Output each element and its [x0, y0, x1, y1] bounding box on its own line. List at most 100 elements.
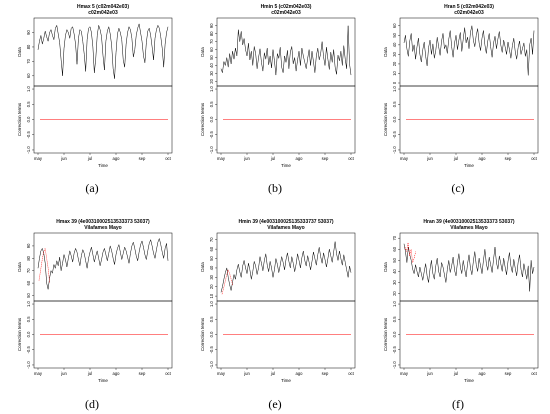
upper-ytick-label-c-1: 10	[392, 70, 397, 75]
chart-subtitle-e: Vilafames Mayo	[267, 225, 304, 231]
xtick-label-b-4: sep	[322, 156, 329, 161]
xtick-label-b-1: jun	[243, 156, 250, 161]
upper-ylabel-d: Data	[17, 262, 22, 272]
xtick-label-f-0: may	[400, 371, 409, 376]
xtick-label-b-2: jul	[270, 156, 275, 161]
data-series-line-c	[403, 25, 535, 76]
lower-ytick-label-a-0: -1.0	[26, 146, 31, 154]
chart-panel-a: Hmax 5 (c02m042e03)c02m042e03 60 70 80 90 Dat…	[17, 4, 173, 168]
xtick-label-e-5: oct	[348, 371, 354, 376]
xtick-label-e-4: sep	[322, 371, 329, 376]
xtick-label-d-3: ago	[113, 371, 121, 376]
xtick-label-a-3: ago	[113, 156, 121, 161]
lower-ytick-label-a-2: 0.0	[26, 116, 31, 122]
lower-ytick-label-a-1: -0.5	[26, 130, 31, 138]
upper-ytick-label-b-3: 50	[209, 55, 214, 60]
upper-ytick-label-b-7: 90	[209, 23, 214, 28]
lower-ytick-label-b-1: -0.5	[209, 130, 214, 138]
xtick-label-d-2: jul	[87, 371, 92, 376]
xlabel-a: Time	[98, 163, 108, 168]
xtick-label-b-3: ago	[296, 156, 304, 161]
chart-subtitle-c: c02m042e03	[454, 10, 484, 16]
lower-ytick-label-d-2: 0.0	[26, 331, 31, 337]
upper-ytick-label-a-0: 60	[26, 73, 31, 78]
xtick-label-d-1: jun	[60, 371, 67, 376]
lower-ylabel-b: Correction terms	[200, 102, 205, 136]
xtick-label-f-2: jul	[453, 371, 458, 376]
upper-plot-frame-a	[33, 17, 173, 87]
upper-ytick-label-d-3: 80	[26, 255, 31, 260]
data-series-line-a	[37, 23, 169, 79]
xtick-label-f-5: oct	[531, 371, 537, 376]
xlabel-e: Time	[281, 378, 291, 383]
data-series-line-d	[37, 237, 169, 290]
lower-ytick-label-e-4: 1.0	[209, 300, 214, 306]
lower-ytick-label-d-1: -0.5	[26, 345, 31, 353]
upper-ytick-label-e-2: 30	[209, 274, 214, 279]
upper-plot-frame-b	[216, 17, 356, 87]
lower-ylabel-c: Correction terms	[383, 102, 388, 136]
upper-ytick-label-f-3: 50	[392, 257, 397, 262]
chart-title-b: Hmin 5 (c02m042e03)	[261, 4, 312, 10]
lower-ytick-label-f-2: 0.0	[392, 331, 397, 337]
xtick-label-a-5: oct	[165, 156, 171, 161]
lower-ytick-label-a-3: 0.5	[26, 101, 31, 107]
upper-ytick-label-f-4: 60	[392, 246, 397, 251]
corrected-segment-line-d	[38, 247, 50, 284]
caption-c: (c)	[451, 181, 464, 195]
xtick-label-f-3: ago	[479, 371, 487, 376]
xtick-label-a-1: jun	[60, 156, 67, 161]
xlabel-c: Time	[464, 163, 474, 168]
caption-f: (f)	[452, 397, 464, 411]
xtick-label-c-5: oct	[531, 156, 537, 161]
upper-ytick-label-a-3: 90	[26, 30, 31, 35]
lower-ytick-label-c-3: 0.5	[392, 101, 397, 107]
upper-ytick-label-d-4: 90	[26, 243, 31, 248]
upper-ytick-label-c-6: 60	[392, 23, 397, 28]
xlabel-f: Time	[464, 378, 474, 383]
lower-ylabel-d: Correction terms	[17, 317, 22, 351]
upper-ytick-label-f-1: 30	[392, 280, 397, 285]
chart-title-c: Hran 5 (c02m042e03)	[444, 4, 494, 10]
upper-ytick-label-c-0: 0	[392, 81, 397, 84]
upper-ytick-label-c-2: 20	[392, 61, 397, 66]
chart-panel-f: Hran 39 (4e00310002513533373 53037)Vilaf…	[383, 219, 539, 383]
xlabel-d: Time	[98, 378, 108, 383]
lower-ytick-label-f-3: 0.5	[392, 316, 397, 322]
xtick-label-a-0: may	[34, 156, 43, 161]
lower-ylabel-a: Correction terms	[17, 102, 22, 136]
upper-ytick-label-c-3: 30	[392, 51, 397, 56]
lower-ytick-label-b-3: 0.5	[209, 101, 214, 107]
lower-ytick-label-f-1: -0.5	[392, 345, 397, 353]
xtick-label-f-4: sep	[505, 371, 512, 376]
xlabel-b: Time	[281, 163, 291, 168]
xtick-label-f-1: jun	[426, 371, 433, 376]
upper-ytick-label-b-0: 20	[209, 78, 214, 83]
upper-ylabel-b: Data	[200, 47, 205, 57]
lower-ytick-label-b-2: 0.0	[209, 116, 214, 122]
upper-ytick-label-a-2: 80	[26, 44, 31, 49]
lower-ytick-label-d-4: 1.0	[26, 300, 31, 306]
xtick-label-c-2: jul	[453, 156, 458, 161]
upper-plot-frame-f	[399, 232, 539, 302]
upper-ylabel-a: Data	[17, 47, 22, 57]
chart-subtitle-f: Vilafames Mayo	[450, 225, 487, 231]
lower-ytick-label-d-3: 0.5	[26, 316, 31, 322]
xtick-label-c-3: ago	[479, 156, 487, 161]
chart-panel-d: Hmax 39 (4e00310002513533373 53037)Vilaf…	[17, 219, 173, 383]
chart-panel-e: Hmin 39 (4e003100025135333737 53037)Vila…	[200, 219, 356, 383]
lower-ytick-label-f-4: 1.0	[392, 300, 397, 306]
upper-ytick-label-d-2: 70	[26, 268, 31, 273]
lower-ytick-label-e-3: 0.5	[209, 316, 214, 322]
upper-ytick-label-c-4: 40	[392, 42, 397, 47]
xtick-label-c-0: may	[400, 156, 409, 161]
chart-panel-b: Hmin 5 (c02m042e03)c02m042e03 20 30 40 50 60 7…	[200, 4, 356, 168]
corrected-segment-line-e	[221, 269, 233, 295]
upper-ytick-label-f-5: 70	[392, 235, 397, 240]
upper-ylabel-f: Data	[383, 262, 388, 272]
upper-ytick-label-d-1: 60	[26, 280, 31, 285]
upper-ytick-label-a-1: 70	[26, 58, 31, 63]
chart-panel-c: Hran 5 (c02m042e03)c02m042e03 0 10 20 30 40 50…	[383, 4, 539, 168]
upper-ytick-label-e-5: 60	[209, 246, 214, 251]
